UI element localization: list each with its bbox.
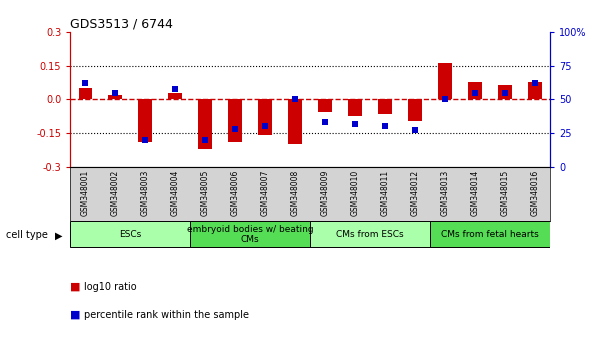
Text: GSM348016: GSM348016 (530, 170, 540, 216)
Text: GSM348015: GSM348015 (500, 170, 510, 216)
Bar (169, 93, 182, 99)
Text: GSM348003: GSM348003 (141, 170, 150, 216)
Bar (318, 99, 332, 112)
Text: ▶: ▶ (55, 230, 62, 240)
Bar (199, 99, 212, 149)
Text: GSM348011: GSM348011 (381, 170, 390, 216)
Text: GSM348010: GSM348010 (351, 170, 359, 216)
Bar (258, 99, 272, 135)
Text: GSM348006: GSM348006 (230, 170, 240, 216)
Text: GSM348007: GSM348007 (261, 170, 269, 216)
Text: GSM348012: GSM348012 (411, 170, 420, 216)
Bar (288, 99, 302, 144)
Text: GDS3513 / 6744: GDS3513 / 6744 (70, 18, 173, 31)
Bar (468, 82, 481, 99)
Bar (430, 221, 550, 247)
Bar (139, 99, 152, 142)
Text: GSM348014: GSM348014 (470, 170, 480, 216)
Text: ■: ■ (70, 310, 81, 320)
Text: log10 ratio: log10 ratio (84, 282, 136, 292)
Bar (378, 99, 392, 114)
Bar (528, 82, 542, 99)
Text: GSM348001: GSM348001 (81, 170, 90, 216)
Bar (498, 85, 511, 99)
Text: GSM348013: GSM348013 (441, 170, 450, 216)
Bar (438, 63, 452, 99)
Text: GSM348002: GSM348002 (111, 170, 120, 216)
Text: cell type: cell type (6, 230, 48, 240)
Text: CMs from ESCs: CMs from ESCs (336, 230, 404, 239)
Text: CMs from fetal hearts: CMs from fetal hearts (441, 230, 539, 239)
Bar (78, 88, 92, 99)
Bar (348, 99, 362, 116)
Bar (190, 221, 310, 247)
Bar (310, 221, 430, 247)
Text: GSM348004: GSM348004 (170, 170, 180, 216)
Text: ■: ■ (70, 282, 81, 292)
Bar (70, 221, 190, 247)
Text: GSM348008: GSM348008 (291, 170, 299, 216)
Text: GSM348009: GSM348009 (321, 170, 329, 216)
Text: ESCs: ESCs (119, 230, 141, 239)
Text: percentile rank within the sample: percentile rank within the sample (84, 310, 249, 320)
Bar (408, 99, 422, 121)
Bar (109, 95, 122, 99)
Text: embryoid bodies w/ beating
CMs: embryoid bodies w/ beating CMs (187, 224, 313, 244)
Bar (229, 99, 242, 142)
Text: GSM348005: GSM348005 (200, 170, 210, 216)
